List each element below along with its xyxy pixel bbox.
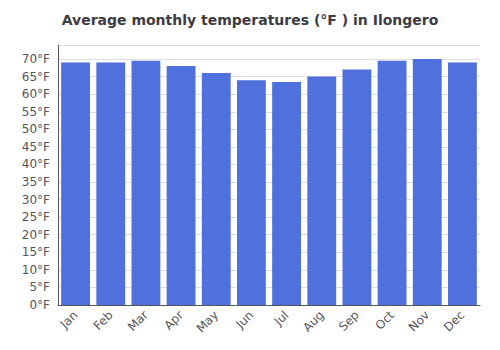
svg-text:25°F: 25°F (22, 210, 50, 224)
svg-text:20°F: 20°F (22, 228, 50, 242)
svg-text:30°F: 30°F (22, 193, 50, 207)
svg-text:Jan: Jan (57, 308, 81, 332)
svg-text:10°F: 10°F (22, 263, 50, 277)
svg-text:40°F: 40°F (22, 157, 50, 171)
svg-text:Mar: Mar (125, 308, 151, 334)
svg-text:5°F: 5°F (29, 280, 50, 294)
svg-text:35°F: 35°F (22, 175, 50, 189)
svg-text:70°F: 70°F (22, 52, 50, 66)
svg-text:Sep: Sep (336, 308, 362, 334)
svg-text:Jun: Jun (233, 308, 257, 332)
svg-text:Oct: Oct (372, 308, 397, 333)
svg-text:May: May (194, 308, 221, 335)
svg-text:15°F: 15°F (22, 245, 50, 259)
svg-text:0°F: 0°F (29, 298, 50, 312)
svg-text:Aug: Aug (300, 308, 326, 334)
svg-text:50°F: 50°F (22, 122, 50, 136)
svg-text:65°F: 65°F (22, 70, 50, 84)
svg-text:Dec: Dec (441, 308, 467, 334)
svg-text:Nov: Nov (406, 308, 432, 334)
svg-text:60°F: 60°F (22, 87, 50, 101)
svg-text:55°F: 55°F (22, 105, 50, 119)
svg-text:45°F: 45°F (22, 140, 50, 154)
svg-text:Jul: Jul (271, 308, 292, 329)
svg-text:Average monthly temperatures (: Average monthly temperatures (°F ) in Il… (62, 12, 439, 28)
svg-text:Feb: Feb (91, 308, 116, 333)
svg-text:Apr: Apr (161, 308, 186, 333)
